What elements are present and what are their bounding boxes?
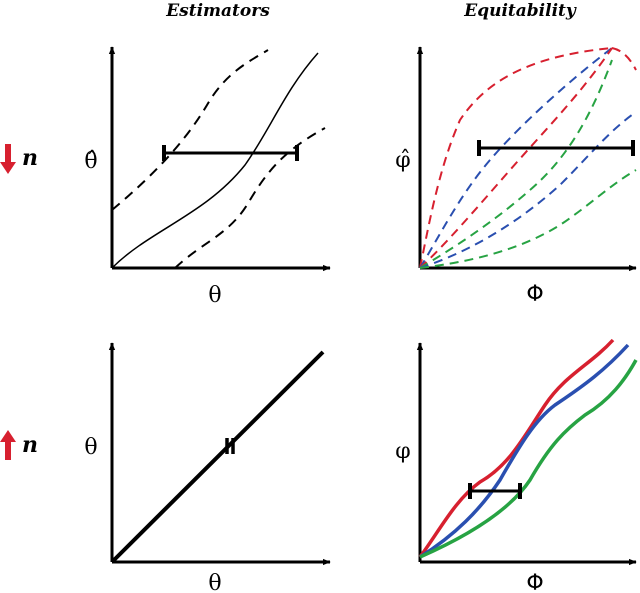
identity-line [110,350,325,564]
error-bar [477,140,635,156]
green-curve [419,359,638,559]
lower-dashed-curve [174,127,326,269]
y-axis-label: φ [395,439,410,464]
red-curve [418,338,615,559]
panel-top-left: θ̂ θ [84,46,331,308]
blue-dashed-curve-1 [419,47,613,269]
green-dashed-curve-1 [419,59,613,269]
red-dashed-curve-2 [419,47,613,269]
y-axis-label: θ [84,435,97,460]
n-label-top: n [22,145,38,171]
x-axis-label: Φ [526,571,543,593]
panel-bottom-right: φ Φ [395,338,638,593]
title-estimators: Estimators [165,1,270,21]
title-equitability: Equitability [463,1,577,21]
estimator-curve [111,52,319,269]
blue-curve [419,343,630,559]
error-bar [225,438,235,454]
error-bar [468,483,522,499]
row-label-bottom: n [0,430,38,460]
x-axis-label: θ [208,283,221,308]
red-dashed-curve-3 [611,47,637,71]
green-dashed-curve-2 [419,169,637,269]
red-dashed-curve-1 [419,47,613,269]
upper-dashed-curve [111,49,269,211]
x-axis-label: θ [208,571,221,593]
blue-dashed-curve-2 [419,111,637,269]
panel-top-right: φ̂ Φ [395,46,637,307]
y-axis-label: θ̂ [84,149,97,174]
n-label-bottom: n [22,432,38,458]
x-axis-label: Φ [526,282,543,307]
up-arrow-icon [0,430,16,460]
row-label-top: n [0,144,38,174]
panel-bottom-left: θ θ [84,342,331,593]
error-bar [162,145,299,161]
y-axis-label: φ̂ [395,148,410,173]
down-arrow-icon [0,144,16,174]
